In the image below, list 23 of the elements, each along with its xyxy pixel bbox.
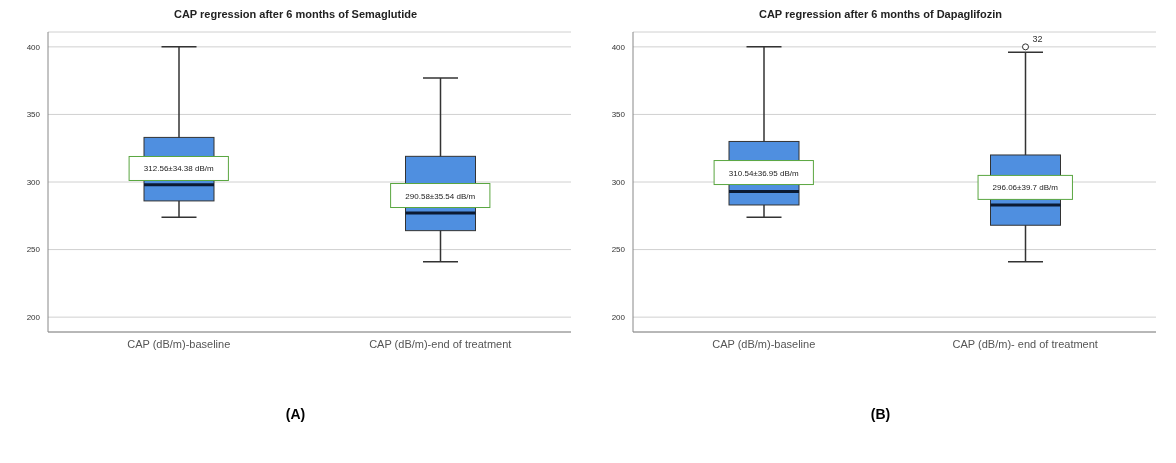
chart-title: CAP regression after 6 months of Dapaglifozin xyxy=(758,8,1003,22)
y-tick-label: 250 xyxy=(26,245,41,255)
y-tick-label: 350 xyxy=(26,110,41,120)
x-tick-label: CAP (dB/m)-baseline xyxy=(127,337,231,350)
chart-title: CAP regression after 6 months of Semaglutide xyxy=(173,8,418,22)
y-tick-label: 250 xyxy=(611,245,626,255)
x-tick-label: CAP (dB/m)-end of treatment xyxy=(369,337,512,350)
y-tick-label: 300 xyxy=(26,177,41,187)
annotation: 296.06±39.7 dB/m xyxy=(992,183,1059,193)
x-tick-label: CAP (dB/m)- end of treatment xyxy=(952,337,1098,350)
annotation: 32 xyxy=(1032,33,1043,44)
y-tick-label: 300 xyxy=(611,177,626,187)
annotation: 312.56±34.38 dB/m xyxy=(143,164,214,174)
annotation: 310.54±36.95 dB/m xyxy=(728,168,799,178)
text: (B) xyxy=(870,406,891,422)
annotation: 290.58±35.54 dB/m xyxy=(405,191,476,201)
text: (A) xyxy=(285,406,306,422)
y-tick-label: 200 xyxy=(611,312,626,322)
y-tick-label: 400 xyxy=(611,42,626,52)
y-tick-label: 350 xyxy=(611,110,626,120)
y-tick-label: 400 xyxy=(26,42,41,52)
y-tick-label: 200 xyxy=(26,312,41,322)
x-tick-label: CAP (dB/m)-baseline xyxy=(712,337,816,350)
